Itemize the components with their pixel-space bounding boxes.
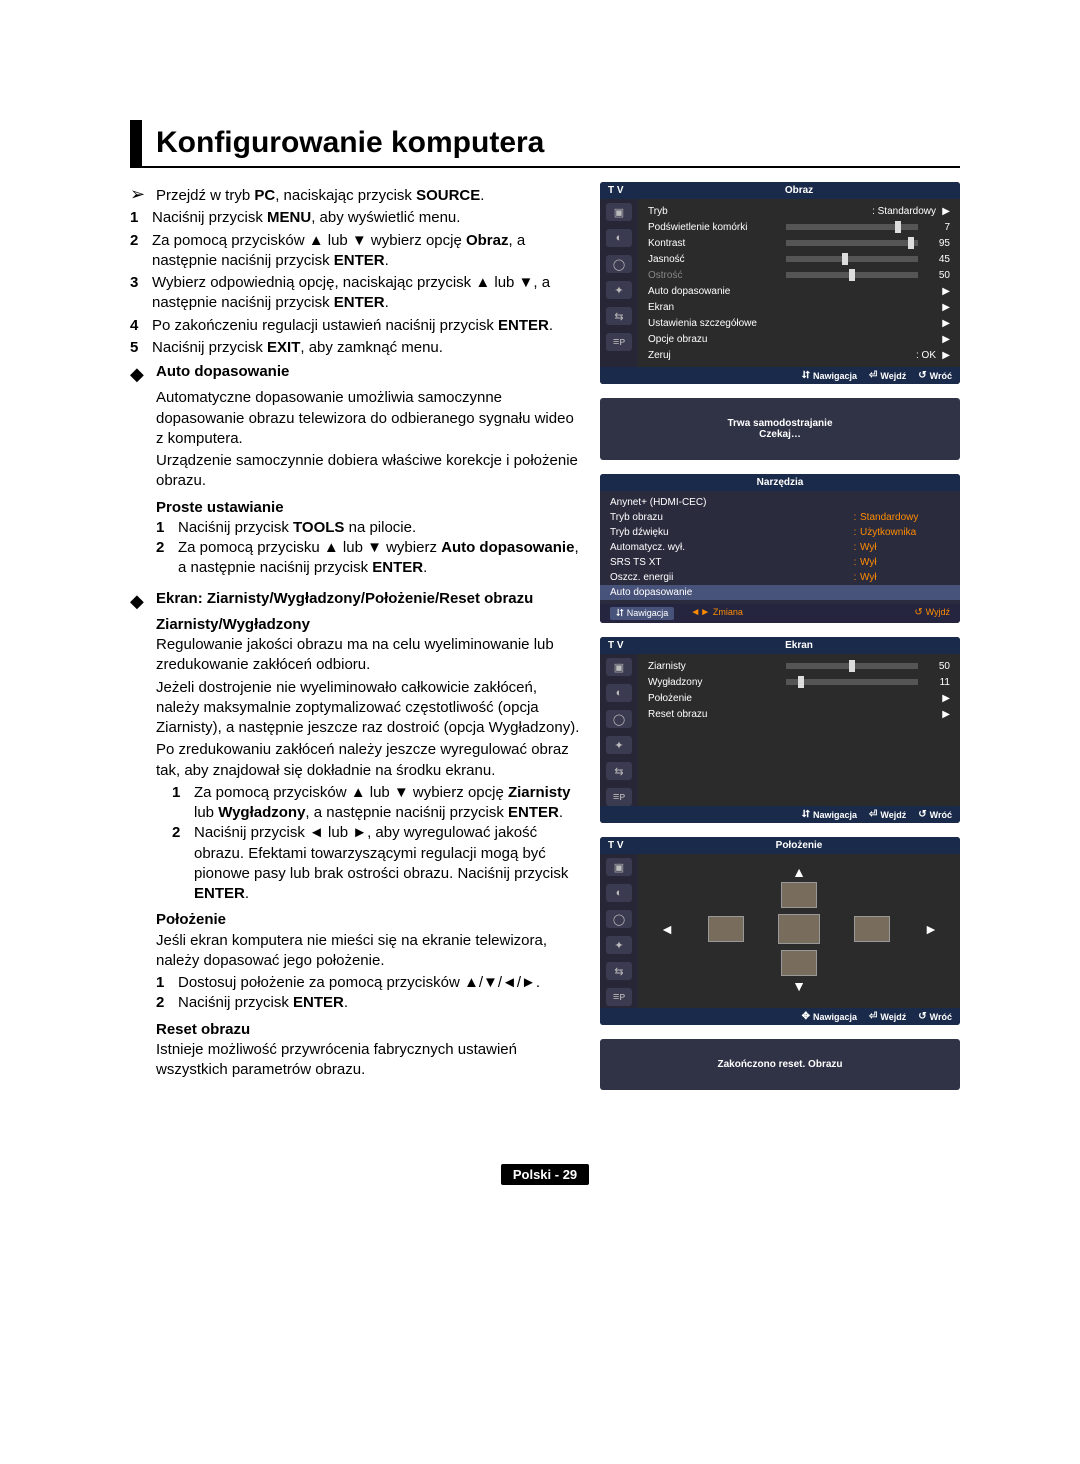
return-icon: ↺ — [918, 370, 926, 381]
updown-icon: ⮃ — [802, 370, 810, 381]
sound-icon: ◐ — [606, 684, 632, 702]
instruction-column: ➢ Przejdź w tryb PC, naciskając przycisk… — [130, 182, 582, 1104]
pos-preview — [708, 916, 744, 942]
osd-row[interactable]: Reset obrazu▶ — [648, 706, 950, 722]
pos-heading: Położenie — [130, 910, 582, 930]
diamond-icon: ◆ — [130, 589, 156, 613]
intro-line: ➢ Przejdź w tryb PC, naciskając przycisk… — [130, 182, 582, 206]
setup-icon: ✦ — [606, 281, 632, 299]
osd-row[interactable]: Tryb: Standardowy▶ — [648, 203, 950, 219]
tools-row[interactable]: Oszcz. energii:Wył — [610, 570, 950, 585]
chevron-right-icon: ▶ — [936, 302, 950, 313]
chevron-right-icon: ▶ — [936, 286, 950, 297]
slider[interactable] — [786, 256, 918, 262]
slider[interactable] — [786, 272, 918, 278]
page-number: Polski - 29 — [501, 1164, 589, 1185]
move-icon: ✥ — [802, 1011, 810, 1022]
chevron-right-icon: ▶ — [936, 206, 950, 217]
up-arrow-icon[interactable]: ▲ — [792, 864, 806, 880]
auto-heading: Auto dopasowanie — [156, 362, 582, 386]
osd-tools-panel: Narzędzia Anynet+ (HDMI-CEC)Tryb obrazu:… — [600, 474, 960, 623]
tools-row[interactable]: Tryb obrazu:Standardowy — [610, 510, 950, 525]
pos-preview — [781, 950, 817, 976]
osd-row[interactable]: Ustawienia szczegółowe▶ — [648, 315, 950, 331]
reset-heading: Reset obrazu — [130, 1020, 582, 1040]
setup-icon: ✦ — [606, 936, 632, 954]
tools-row[interactable]: SRS TS XT:Wył — [610, 555, 950, 570]
msg-reset: Zakończono reset. Obrazu — [600, 1039, 960, 1090]
diamond-icon: ◆ — [130, 362, 156, 386]
tools-row[interactable]: Tryb dźwięku:Użytkownika — [610, 525, 950, 540]
slider[interactable] — [786, 663, 918, 669]
return-icon: ↺ — [914, 607, 925, 618]
osd-row[interactable]: Opcje obrazu▶ — [648, 331, 950, 347]
left-arrow-icon[interactable]: ◄ — [660, 921, 674, 937]
slider[interactable] — [786, 679, 918, 685]
osd-row[interactable]: Jasność45 — [648, 251, 950, 267]
chevron-right-icon: ▶ — [936, 334, 950, 345]
osd-row[interactable]: Wygładzony11 — [648, 674, 950, 690]
updown-icon: ⮃ — [802, 809, 810, 820]
slider[interactable] — [786, 224, 918, 230]
channel-icon: ◯ — [606, 910, 632, 928]
return-icon: ↺ — [918, 1011, 926, 1022]
screen-heading: Ekran: Ziarnisty/Wygładzony/Położenie/Re… — [156, 589, 582, 613]
channel-icon: ◯ — [606, 710, 632, 728]
picture-icon: ▣ — [606, 203, 632, 221]
osd-pos-panel: T VPołożenie ▣ ◐ ◯ ✦ ⇆ ≡ᴘ ▲ ◄ — [600, 837, 960, 1025]
page-title-bar: Konfigurowanie komputera — [130, 120, 960, 168]
chevron-right-icon: ▶ — [936, 693, 950, 704]
input-icon: ⇆ — [606, 762, 632, 780]
return-icon: ↺ — [918, 809, 926, 820]
msg-autotune: Trwa samodostrajanie Czekaj… — [600, 398, 960, 460]
osd-footer: ⮃Nawigacja ⏎Wejdź ↺Wróć — [600, 367, 960, 384]
input-icon: ⇆ — [606, 962, 632, 980]
channel-icon: ◯ — [606, 255, 632, 273]
down-arrow-icon[interactable]: ▼ — [792, 978, 806, 994]
osd-ekran-panel: T VEkran ▣ ◐ ◯ ✦ ⇆ ≡ᴘ Ziarnisty50Wygładz… — [600, 637, 960, 823]
osd-column: T VObraz ▣ ◐ ◯ ✦ ⇆ ≡ᴘ Tryb: Standardowy▶… — [600, 182, 960, 1104]
osd-row[interactable]: Ostrość50 — [648, 267, 950, 283]
menu-icon: ≡ᴘ — [606, 333, 632, 351]
chevron-right-icon: ▶ — [936, 318, 950, 329]
pos-preview — [781, 882, 817, 908]
osd-iconbar: ▣ ◐ ◯ ✦ ⇆ ≡ᴘ — [600, 199, 638, 367]
tools-row[interactable]: Auto dopasowanie — [600, 585, 960, 600]
menu-icon: ≡ᴘ — [606, 988, 632, 1006]
osd-row[interactable]: Ziarnisty50 — [648, 658, 950, 674]
osd-row[interactable]: Auto dopasowanie▶ — [648, 283, 950, 299]
pos-preview — [854, 916, 890, 942]
picture-icon: ▣ — [606, 858, 632, 876]
osd-obraz-panel: T VObraz ▣ ◐ ◯ ✦ ⇆ ≡ᴘ Tryb: Standardowy▶… — [600, 182, 960, 384]
sound-icon: ◐ — [606, 884, 632, 902]
pointer-icon: ➢ — [130, 182, 148, 206]
osd-row[interactable]: Kontrast95 — [648, 235, 950, 251]
tools-row[interactable]: Anynet+ (HDMI-CEC) — [610, 495, 950, 510]
enter-icon: ⏎ — [869, 370, 877, 381]
chevron-right-icon: ▶ — [936, 709, 950, 720]
pos-preview-main — [778, 914, 820, 944]
enter-icon: ⏎ — [869, 809, 877, 820]
osd-row[interactable]: Zeruj: OK▶ — [648, 347, 950, 363]
tools-row[interactable]: Automatycz. wył.:Wył — [610, 540, 950, 555]
chevron-right-icon: ▶ — [936, 350, 950, 361]
input-icon: ⇆ — [606, 307, 632, 325]
menu-icon: ≡ᴘ — [606, 788, 632, 806]
enter-icon: ⏎ — [869, 1011, 877, 1022]
updown-icon: ⮃ — [616, 608, 627, 619]
slider[interactable] — [786, 240, 918, 246]
osd-row[interactable]: Podświetlenie komórki7 — [648, 219, 950, 235]
osd-row[interactable]: Położenie▶ — [648, 690, 950, 706]
setup-icon: ✦ — [606, 736, 632, 754]
picture-icon: ▣ — [606, 658, 632, 676]
leftright-icon: ◄► — [690, 607, 713, 618]
page-title: Konfigurowanie komputera — [156, 126, 960, 160]
intro-text: Przejdź w tryb PC, naciskając przycisk S… — [156, 186, 484, 206]
easy-heading: Proste ustawianie — [130, 498, 582, 518]
osd-row[interactable]: Ekran▶ — [648, 299, 950, 315]
right-arrow-icon[interactable]: ► — [924, 921, 938, 937]
sound-icon: ◐ — [606, 229, 632, 247]
